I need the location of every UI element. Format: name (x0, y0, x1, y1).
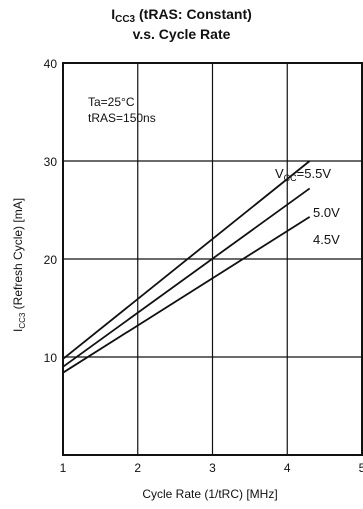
x-tick-label: 4 (284, 461, 291, 475)
condition-tras: tRAS=150ns (88, 111, 156, 125)
series-line-5-0V (62, 187, 311, 368)
series-line-4-5V (62, 216, 311, 374)
series-labels: VCC=5.5V 5.0V 4.5V (275, 166, 340, 247)
plot-frame (62, 62, 363, 456)
y-tick-label: 30 (44, 155, 58, 169)
y-tick-label: 10 (44, 351, 58, 365)
x-tick-label: 3 (209, 461, 216, 475)
chart-title-line2: v.s. Cycle Rate (132, 26, 231, 42)
x-tick-label: 1 (60, 461, 67, 475)
x-axis-label: Cycle Rate (1/tRC) [MHz] (142, 487, 277, 501)
series-label-5-5V: VCC=5.5V (275, 166, 331, 183)
y-tick-label: 20 (44, 253, 58, 267)
series-label-4-5V: 4.5V (313, 232, 340, 247)
condition-temperature: Ta=25°C (88, 95, 135, 109)
x-tick-label: 5 (359, 461, 363, 475)
series-label-5-0V: 5.0V (313, 205, 340, 220)
y-tick-label: 40 (44, 57, 58, 71)
chart-title-line1: ICC3 (tRAS: Constant) (111, 6, 252, 25)
series-lines (62, 160, 311, 374)
series-line-5-5V (62, 160, 311, 360)
x-tick-label: 2 (134, 461, 141, 475)
tick-labels: 1 2 3 4 5 10 20 30 40 (44, 57, 363, 475)
y-axis-label: ICC3 (Refresh Cycle) [mA] (11, 198, 27, 332)
